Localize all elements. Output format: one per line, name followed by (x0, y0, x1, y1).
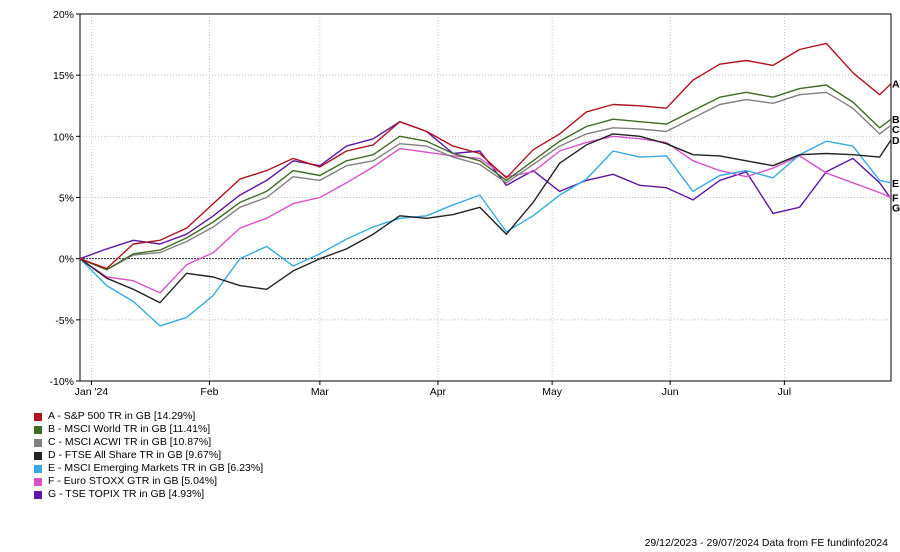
series-line-f (79, 135, 892, 294)
x-tick-label: May (542, 386, 563, 398)
legend-swatch (34, 425, 42, 434)
series-end-label-a: A (892, 79, 900, 91)
legend-swatch (34, 464, 42, 473)
y-tick-label: 15% (53, 70, 74, 82)
legend-swatch (34, 451, 42, 460)
series-end-label-d: D (892, 135, 900, 147)
legend-swatch (34, 412, 42, 421)
legend-item-c: C - MSCI ACWI TR in GB [10.87%] (34, 436, 263, 449)
x-tick-label: Jun (662, 386, 679, 398)
series-line-g (79, 120, 892, 260)
series-end-label-b: B (892, 114, 900, 126)
y-tick-label: 5% (59, 193, 74, 205)
y-tick-label: -5% (55, 315, 74, 327)
legend-item-e: E - MSCI Emerging Markets TR in GB [6.23… (34, 462, 263, 475)
y-tick-label: 10% (53, 131, 74, 143)
legend-label: D - FTSE All Share TR in GB [9.67%] (48, 449, 222, 461)
series-lines (79, 42, 892, 327)
series-line-e (79, 140, 892, 327)
axes: 20% 15% 10% 5% 0% -5% -10%Jan '24 Feb Mar Apr May J… (49, 9, 892, 398)
date-range-source-note: 29/12/2023 - 29/07/2024 Data from FE fun… (644, 537, 888, 549)
series-end-label-c: C (892, 124, 900, 136)
legend-item-b: B - MSCI World TR in GB [11.41%] (34, 423, 263, 436)
x-tick-label: Jul (778, 386, 791, 398)
x-tick-label: Mar (311, 386, 330, 398)
series-end-label-f: F (892, 193, 899, 205)
y-tick-label: 20% (53, 9, 74, 21)
series-line-d (79, 133, 892, 304)
legend-swatch (34, 477, 42, 486)
series-end-label-g: G (892, 203, 900, 215)
series-end-labels: A BCD EFG (892, 79, 900, 215)
legend-label: E - MSCI Emerging Markets TR in GB [6.23… (48, 462, 264, 474)
gridlines (80, 14, 891, 381)
legend-item-g: G - TSE TOPIX TR in GB [4.93%] (34, 488, 263, 501)
legend-label: F - Euro STOXX GTR in GB [5.04%] (48, 475, 218, 487)
legend-item-f: F - Euro STOXX GTR in GB [5.04%] (34, 475, 263, 488)
series-line-a (79, 42, 892, 270)
legend-label: B - MSCI World TR in GB [11.41%] (48, 423, 211, 435)
legend-label: C - MSCI ACWI TR in GB [10.87%] (48, 436, 212, 448)
legend-swatch (34, 438, 42, 447)
x-tick-label: Jan '24 (75, 386, 109, 398)
legend-label: A - S&P 500 TR in GB [14.29%] (48, 410, 196, 422)
legend-item-a: A - S&P 500 TR in GB [14.29%] (34, 410, 263, 423)
legend-swatch (34, 490, 42, 499)
legend-label: G - TSE TOPIX TR in GB [4.93%] (48, 488, 205, 500)
x-tick-label: Apr (430, 386, 447, 398)
series-end-label-e: E (892, 178, 899, 190)
x-tick-label: Feb (200, 386, 218, 398)
legend: A - S&P 500 TR in GB [14.29%] B - MSCI Wo… (34, 410, 263, 501)
y-tick-label: -10% (49, 376, 74, 388)
series-line-c (79, 91, 892, 271)
series-line-b (79, 84, 892, 271)
y-tick-label: 0% (59, 254, 74, 266)
legend-item-d: D - FTSE All Share TR in GB [9.67%] (34, 449, 263, 462)
